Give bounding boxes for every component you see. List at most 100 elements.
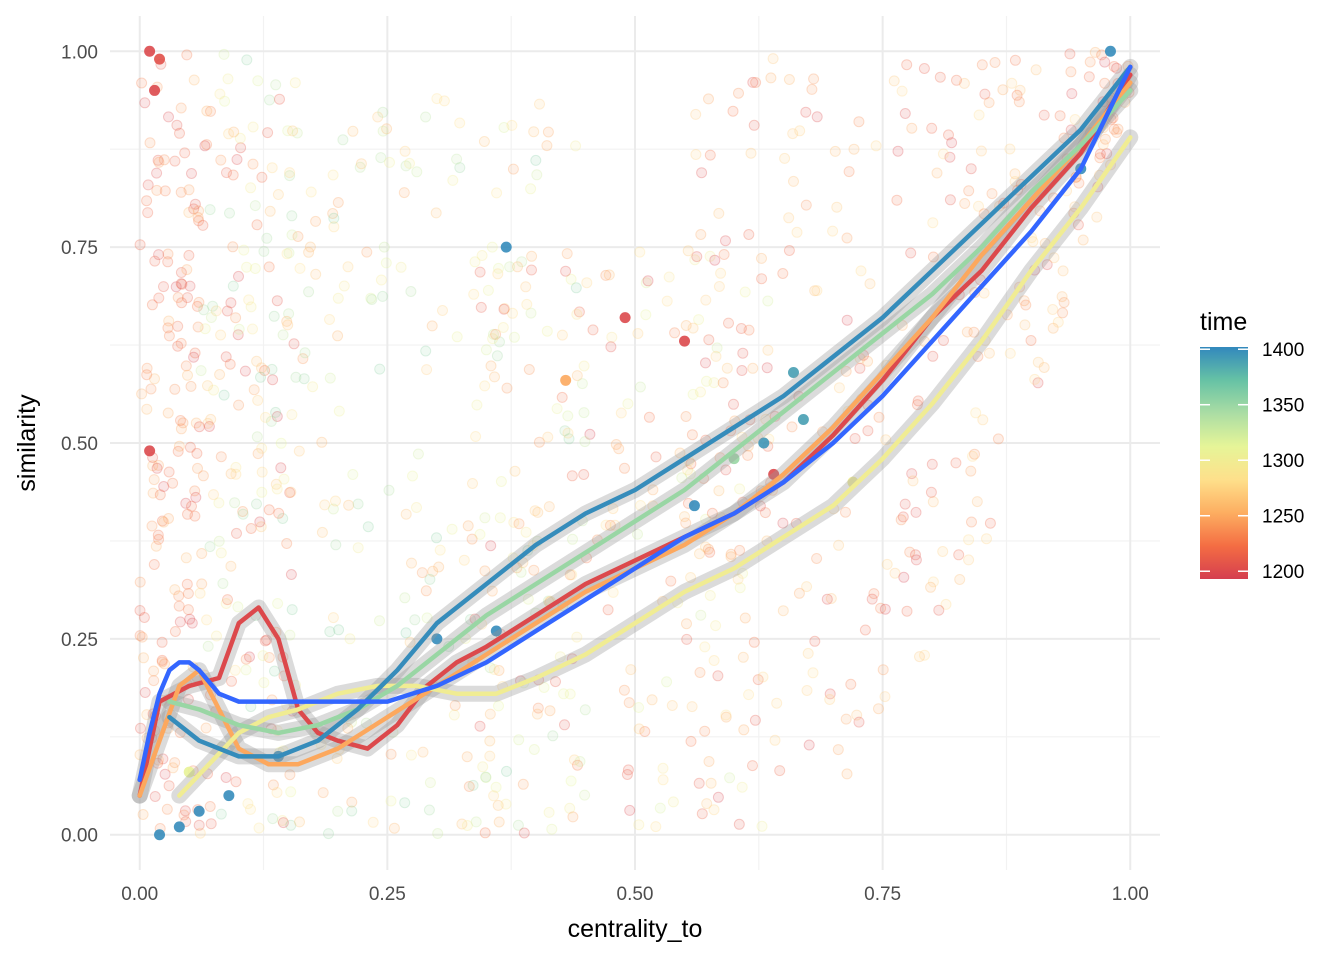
data-point xyxy=(703,756,715,767)
data-point xyxy=(420,345,432,357)
data-point xyxy=(840,506,851,518)
data-point xyxy=(230,776,242,788)
data-point xyxy=(149,373,160,385)
data-point xyxy=(737,567,749,579)
data-point xyxy=(467,478,478,489)
data-point xyxy=(657,762,669,774)
data-point xyxy=(520,526,532,538)
data-point xyxy=(214,88,226,100)
data-point xyxy=(467,779,479,791)
data-point xyxy=(811,285,823,297)
data-point xyxy=(708,655,720,666)
data-point xyxy=(1112,123,1124,135)
data-point xyxy=(518,827,530,839)
data-point xyxy=(940,598,952,610)
data-point xyxy=(613,443,625,455)
data-point xyxy=(650,451,662,463)
data-point xyxy=(1048,252,1060,264)
data-point xyxy=(137,809,149,820)
data-point xyxy=(873,703,884,715)
confidence-band-1350 xyxy=(161,82,1139,741)
data-point xyxy=(907,475,919,487)
overall-smooth-line xyxy=(137,64,1133,783)
data-point xyxy=(270,79,282,91)
data-point xyxy=(290,371,302,383)
data-point xyxy=(756,252,767,264)
data-point xyxy=(531,708,543,720)
data-point xyxy=(541,325,553,337)
data-point xyxy=(274,93,285,105)
data-point xyxy=(200,722,212,734)
data-point xyxy=(153,156,165,168)
data-point xyxy=(973,109,985,121)
data-point xyxy=(383,484,395,496)
data-point xyxy=(239,365,251,377)
data-point xyxy=(624,804,636,816)
data-point xyxy=(801,581,813,593)
data-point xyxy=(703,334,715,346)
data-point xyxy=(749,714,761,726)
data-point xyxy=(809,635,821,647)
data-point xyxy=(333,624,345,636)
data-point xyxy=(489,371,500,383)
data-point xyxy=(700,513,712,525)
data-point xyxy=(748,119,760,131)
data-point xyxy=(265,415,277,427)
data-point xyxy=(319,499,331,511)
data-point xyxy=(277,329,289,341)
data-point xyxy=(190,491,202,503)
data-point xyxy=(233,270,244,282)
data-point xyxy=(141,195,153,207)
data-point xyxy=(175,186,187,198)
data-point xyxy=(774,765,786,777)
data-point xyxy=(997,84,1009,96)
data-point xyxy=(197,470,209,482)
data-point xyxy=(811,553,823,564)
data-point xyxy=(490,328,502,340)
data-point xyxy=(609,519,621,531)
data-point xyxy=(700,357,711,369)
data-point xyxy=(404,636,416,648)
data-point xyxy=(983,347,995,359)
data-point xyxy=(663,271,675,283)
data-point xyxy=(579,789,591,801)
data-point xyxy=(237,506,249,517)
data-point xyxy=(406,557,417,569)
data-point xyxy=(298,373,310,385)
data-point xyxy=(374,615,385,627)
data-point xyxy=(146,299,158,311)
data-point xyxy=(267,374,279,386)
data-point xyxy=(332,330,344,342)
data-point xyxy=(533,436,545,448)
data-point xyxy=(284,629,296,641)
x-tick-label: 0.75 xyxy=(864,884,901,905)
data-point xyxy=(1013,96,1025,108)
data-point xyxy=(141,362,153,374)
data-point xyxy=(479,565,491,577)
data-point xyxy=(424,573,436,585)
data-point xyxy=(554,651,566,663)
data-point xyxy=(251,498,262,510)
data-point xyxy=(493,700,504,712)
highlight-point xyxy=(173,821,185,833)
data-point xyxy=(247,158,259,170)
data-point xyxy=(470,816,482,828)
data-point xyxy=(175,423,187,435)
data-point xyxy=(202,417,214,429)
data-point xyxy=(447,174,459,186)
x-tick-label: 0.00 xyxy=(121,884,158,905)
data-point xyxy=(610,439,622,450)
data-point xyxy=(981,533,992,545)
data-point xyxy=(802,647,814,659)
data-point xyxy=(1032,377,1044,389)
data-point xyxy=(163,513,174,524)
data-point xyxy=(247,121,259,133)
data-point xyxy=(488,664,500,675)
data-point xyxy=(204,541,216,553)
data-point xyxy=(508,516,520,528)
data-point xyxy=(762,295,774,307)
data-point xyxy=(163,111,174,123)
data-point xyxy=(189,198,201,210)
data-point xyxy=(525,307,537,319)
